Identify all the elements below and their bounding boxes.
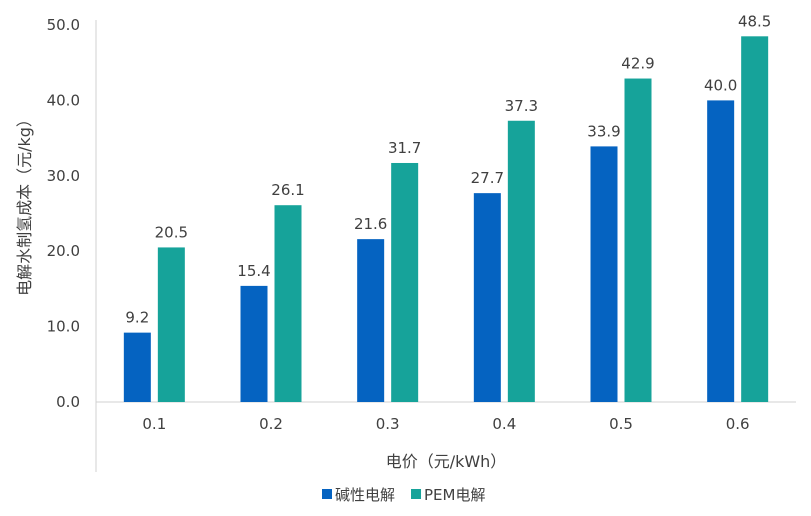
legend-swatch bbox=[322, 489, 332, 499]
y-tick-label: 30.0 bbox=[47, 167, 80, 185]
data-label: 9.2 bbox=[125, 309, 149, 327]
legend-swatch bbox=[411, 489, 422, 499]
x-tick-label: 0.6 bbox=[726, 415, 750, 433]
bar-alkaline bbox=[123, 332, 151, 402]
legend: 碱性电解 PEM电解 bbox=[322, 486, 485, 504]
data-label: 48.5 bbox=[738, 12, 771, 30]
legend-label: PEM电解 bbox=[424, 486, 485, 504]
y-axis-title: 电解水制氢成本（元/kg） bbox=[15, 111, 34, 296]
y-tick-label: 40.0 bbox=[47, 91, 80, 109]
bar-alkaline bbox=[357, 239, 385, 402]
data-label: 26.1 bbox=[271, 181, 304, 199]
y-tick-label: 10.0 bbox=[47, 318, 80, 336]
x-tick-label: 0.5 bbox=[609, 415, 633, 433]
data-label: 40.0 bbox=[704, 76, 737, 94]
x-tick-label: 0.2 bbox=[259, 415, 283, 433]
bars: 9.2 20.5 15.4 26.1 21.6 31.7 27.7 37.3 33.9 42.9 4… bbox=[123, 12, 771, 403]
bar-alkaline bbox=[590, 146, 618, 402]
data-label: 21.6 bbox=[354, 215, 387, 233]
x-axis-title: 电价（元/kWh） bbox=[386, 452, 507, 471]
y-tick-label: 20.0 bbox=[47, 242, 80, 260]
bar-pem bbox=[741, 36, 769, 403]
x-tick-label: 0.1 bbox=[142, 415, 166, 433]
x-tick-label: 0.3 bbox=[376, 415, 400, 433]
bar-pem bbox=[274, 205, 302, 402]
bar-pem bbox=[157, 247, 185, 402]
data-label: 42.9 bbox=[621, 55, 654, 73]
y-tick-labels: 0.0 10.0 20.0 30.0 40.0 50.0 bbox=[47, 16, 80, 411]
x-tick-labels: 0.1 0.2 0.3 0.4 0.5 0.6 bbox=[142, 415, 749, 433]
bar-pem bbox=[391, 162, 419, 402]
bar-pem bbox=[507, 120, 535, 403]
data-label: 33.9 bbox=[587, 122, 620, 140]
bar-alkaline bbox=[240, 285, 268, 402]
data-label: 20.5 bbox=[155, 223, 188, 241]
legend-label: 碱性电解 bbox=[335, 486, 395, 504]
y-tick-label: 50.0 bbox=[47, 16, 80, 34]
bar-pem bbox=[624, 78, 652, 402]
data-label: 37.3 bbox=[505, 97, 538, 115]
y-tick-label: 0.0 bbox=[56, 393, 80, 411]
x-tick-label: 0.4 bbox=[492, 415, 516, 433]
data-label: 15.4 bbox=[237, 262, 270, 280]
data-label: 31.7 bbox=[388, 139, 421, 157]
data-label: 27.7 bbox=[471, 169, 504, 187]
bar-alkaline bbox=[473, 193, 501, 402]
bar-alkaline bbox=[707, 100, 735, 403]
